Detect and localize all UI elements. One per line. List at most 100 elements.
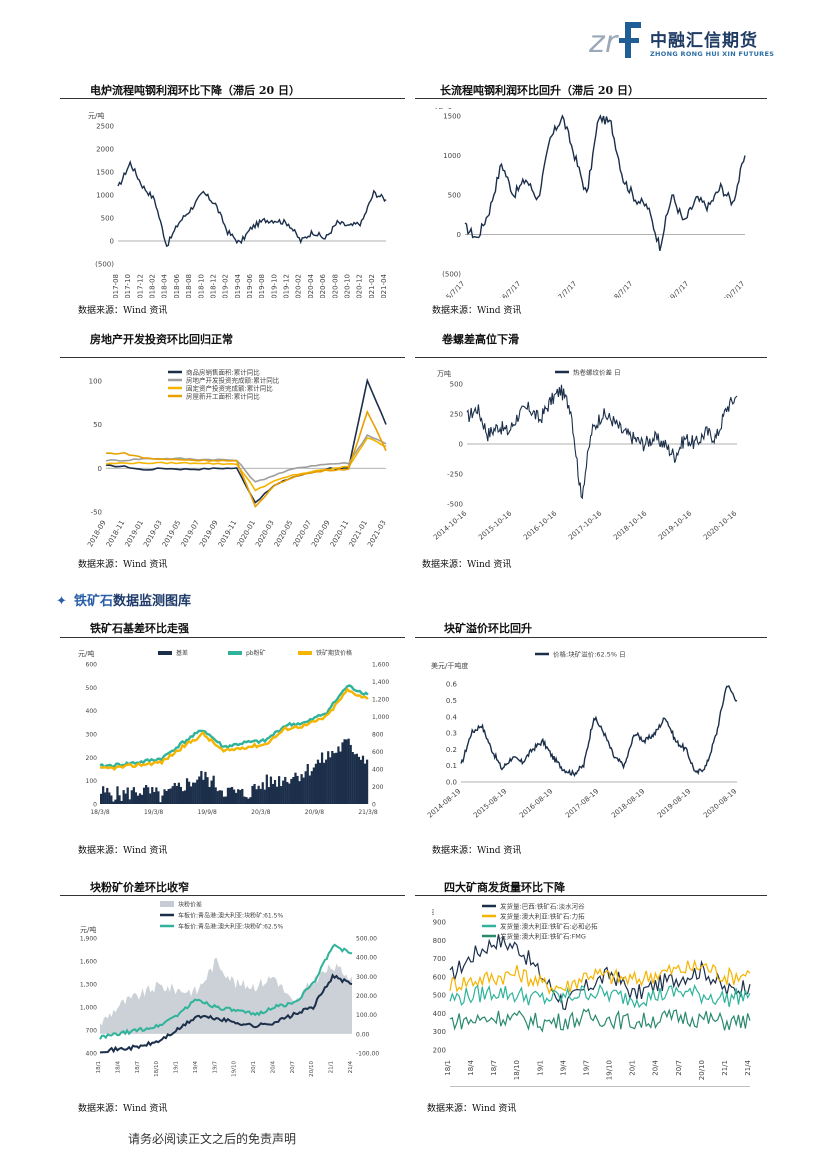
- data-source: 数据来源：Wind 资讯: [427, 1104, 517, 1114]
- y-tick-label: 100: [89, 377, 102, 385]
- basis-bar: [347, 738, 350, 804]
- x-tick-label: 2021-03: [366, 519, 388, 548]
- panel-title: 电炉流程吨钢利润环比下降（滞后 20 日）: [90, 84, 300, 97]
- y-tick-label: -500: [447, 501, 463, 509]
- basis-bar: [145, 785, 148, 804]
- basis-bar: [335, 752, 338, 804]
- basis-bar: [322, 762, 326, 804]
- legend-label: 基差: [176, 649, 188, 657]
- y-tick-label: 1,000: [80, 1005, 97, 1012]
- legend-swatch: [158, 651, 172, 655]
- x-tick-label: 19/1: [174, 1061, 180, 1073]
- y-tick-label: -50: [91, 509, 102, 517]
- data-source: 数据来源：Wind 资讯: [422, 560, 512, 570]
- panel-title: 四大矿商发货量环比下降: [444, 881, 565, 894]
- basis-bar: [104, 792, 107, 804]
- section-title: 数据监测图库: [113, 594, 192, 609]
- x-tick-label: 18/10: [154, 1061, 160, 1077]
- series-line: [449, 1008, 751, 1033]
- x-tick-label: 2020-06: [319, 273, 327, 298]
- series-line: [99, 687, 369, 771]
- basis-bar: [151, 787, 154, 804]
- x-tick-label: 2020-02: [295, 274, 303, 298]
- y2-tick-label: 0.00: [356, 1031, 370, 1038]
- basis-bar: [327, 751, 330, 804]
- series-line: [99, 684, 369, 769]
- basis-bar: [159, 802, 162, 804]
- series-line: [99, 943, 353, 1040]
- x-tick-label: 2017-12: [136, 274, 144, 298]
- y2-tick-label: 1,600: [372, 662, 389, 669]
- y-tick-label: 500: [450, 381, 463, 389]
- basis-bar: [102, 786, 105, 804]
- x-tick-label: 2021-04: [380, 273, 388, 298]
- basis-bar: [208, 786, 211, 804]
- legend-label: 块粉价差: [178, 901, 202, 909]
- x-tick-label: 18/4: [467, 1059, 475, 1075]
- basis-bar: [314, 763, 318, 804]
- y-tick-label: 400: [86, 1051, 98, 1058]
- basis-bar: [245, 797, 248, 804]
- basis-bar: [361, 755, 365, 804]
- x-tick-label: 19/10: [232, 1061, 238, 1077]
- x-tick-label: 19/9/8: [198, 809, 217, 816]
- basis-bar: [126, 787, 129, 804]
- svg-text:z: z: [589, 25, 606, 60]
- x-tick-label: 2015/7/17: [435, 280, 466, 298]
- x-tick-label: 2017-08-19: [564, 787, 600, 819]
- basis-bar: [138, 793, 142, 804]
- y-tick-label: 1,900: [80, 936, 97, 943]
- basis-bar: [185, 778, 189, 804]
- x-tick-label: 21/1: [329, 1061, 335, 1073]
- y2-tick-label: 1,400: [372, 679, 389, 686]
- basis-bar: [273, 779, 277, 804]
- basis-bar: [341, 742, 344, 804]
- series-line: [460, 685, 738, 778]
- basis-bar: [243, 796, 246, 804]
- data-source: 数据来源：Wind 资讯: [78, 846, 168, 856]
- basis-bar: [232, 789, 236, 804]
- basis-bar: [155, 787, 158, 804]
- chart-big-four-shipments: 万吨 900 800 700 600 500 400 300 200 18/1 18/4 18/7 18…: [432, 900, 757, 1090]
- x-tick-label: 2018/7/17: [603, 280, 634, 298]
- basis-bar: [218, 790, 221, 804]
- y-tick-label: 0.6: [446, 681, 458, 689]
- x-tick-label: 2018-08-19: [610, 787, 646, 819]
- x-tick-label: 20/4: [270, 1061, 276, 1074]
- basis-bar: [325, 759, 328, 804]
- x-tick-label: 2019-10: [270, 274, 278, 298]
- chart-real-estate-investment: %100500-502018-092018-112019-012019-0320…: [78, 364, 398, 554]
- series-line: [449, 934, 751, 1010]
- basis-bar: [130, 790, 133, 804]
- y-tick-label: 300: [86, 732, 98, 739]
- basis-bar: [147, 787, 150, 804]
- basis-bar: [253, 783, 256, 804]
- y-tick-label: 0: [93, 802, 97, 809]
- basis-bar: [265, 774, 268, 804]
- basis-bar: [329, 757, 332, 804]
- y2-tick-label: 500.00: [356, 936, 377, 943]
- x-tick-label: 20/9/8: [305, 809, 324, 816]
- basis-bar: [132, 787, 135, 804]
- basis-bar: [194, 782, 197, 804]
- data-source: 数据来源：Wind 资讯: [78, 560, 168, 570]
- legend-label: 商品房销售面积:累计同比: [186, 368, 260, 377]
- basis-bar: [187, 781, 191, 804]
- basis-bar: [181, 791, 185, 804]
- company-logo-chinese: 中融汇信期货: [650, 31, 758, 51]
- legend-label: 发货量:巴西:铁矿石:淡水河谷: [500, 902, 585, 911]
- y-tick-label: 300: [433, 1028, 446, 1036]
- basis-bar: [282, 780, 285, 804]
- x-tick-label: 2020/7/17: [715, 280, 746, 298]
- legend-label: pb粉矿: [246, 649, 266, 657]
- y-tick-label: 0.0: [446, 779, 457, 787]
- basis-bar: [298, 781, 301, 804]
- basis-bar: [183, 790, 187, 804]
- legend-label: 房地产开发投资完成额:累计同比: [186, 376, 280, 385]
- y2-tick-label: 100.00: [356, 1012, 377, 1019]
- x-tick-label: 2016-10-16: [522, 509, 559, 542]
- title-rule: [415, 357, 767, 358]
- y-tick-label: 0.4: [446, 713, 458, 721]
- basis-bar: [212, 775, 215, 804]
- x-tick-label: 19/3/8: [144, 809, 163, 816]
